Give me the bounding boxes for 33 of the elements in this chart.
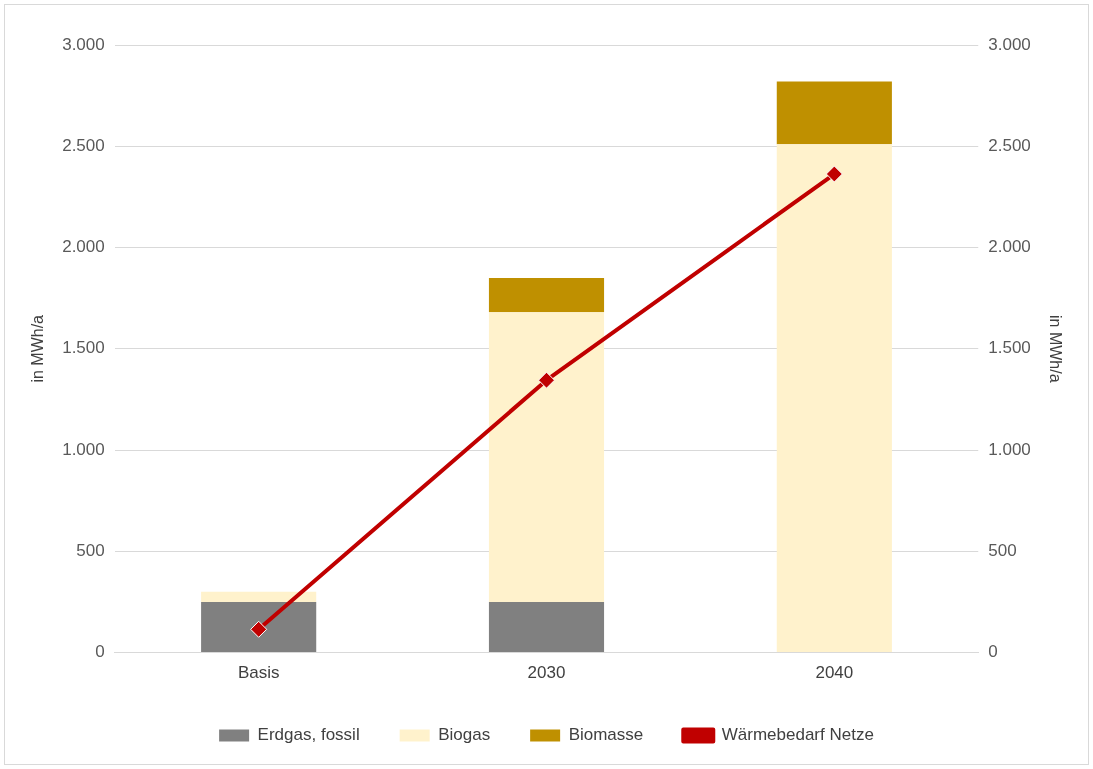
y2-tick-label: 1.500	[988, 338, 1031, 358]
bar	[201, 601, 317, 653]
x-tick-label: 2030	[527, 663, 566, 683]
y2-tick-label: 500	[988, 541, 1017, 561]
bar	[488, 601, 605, 653]
x-tick-label: 2040	[815, 663, 854, 683]
y2-axis-title: in MWh/a	[1046, 315, 1064, 383]
y-tick-label: 2.000	[62, 237, 105, 257]
legend-label: Biogas	[438, 725, 491, 745]
point	[825, 165, 843, 183]
y-tick-label: 1.000	[62, 439, 105, 459]
bar	[776, 144, 892, 653]
y-tick-label: 500	[76, 541, 105, 561]
legend-label: Wärmebedarf Netze	[721, 725, 874, 745]
bar	[488, 277, 605, 313]
bar	[488, 312, 605, 602]
bar	[776, 81, 892, 145]
bar	[201, 591, 317, 602]
legend-label: Biomasse	[568, 725, 644, 745]
point	[538, 371, 555, 389]
y2-tick-label: 2.000	[988, 237, 1031, 257]
point	[250, 620, 268, 638]
y2-tick-label: 1.000	[988, 439, 1031, 459]
legend-label: Erdgas, fossil	[257, 725, 360, 745]
y-tick-label: 2.500	[62, 135, 105, 155]
x-tick-label: Basis	[237, 663, 280, 683]
y2-tick-label: 0	[988, 642, 998, 662]
y-axis-title: in MWh/a	[29, 314, 47, 383]
y2-tick-label: 3.000	[988, 34, 1031, 54]
y-tick-label: 1.500	[62, 338, 105, 358]
y2-tick-label: 2.500	[988, 135, 1031, 155]
y-tick-label: 0	[95, 642, 105, 662]
y-tick-label: 3.000	[62, 34, 105, 54]
